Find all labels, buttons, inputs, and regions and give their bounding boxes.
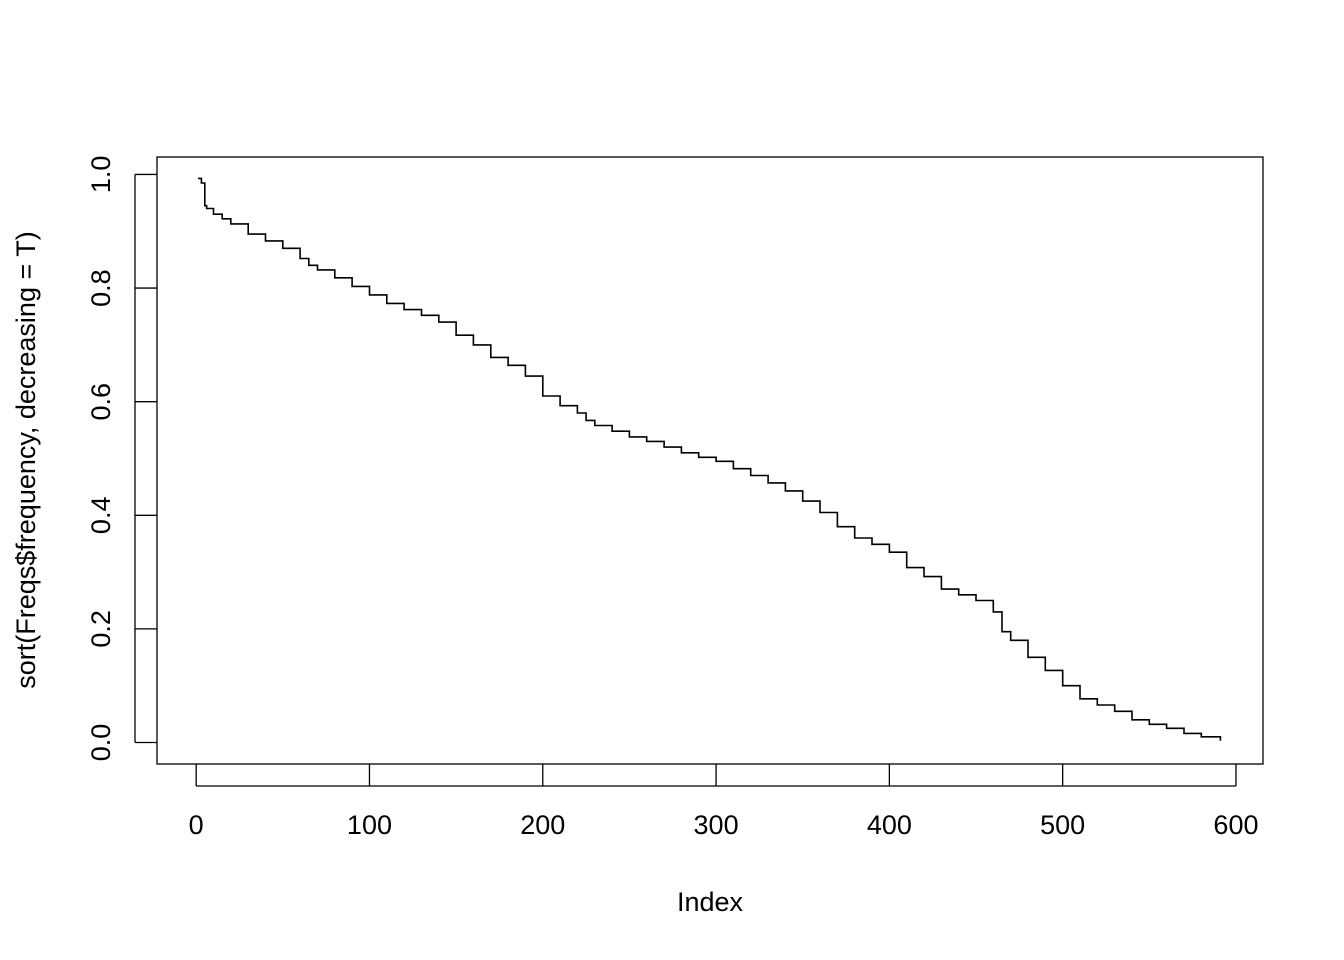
x-tick-label: 100 bbox=[347, 810, 392, 840]
y-tick-label: 0.0 bbox=[86, 724, 116, 762]
plot-box bbox=[156, 156, 1264, 765]
y-tick-label: 0.4 bbox=[86, 497, 116, 535]
x-tick-label: 400 bbox=[867, 810, 912, 840]
x-axis: 0 100 200 300 400 500 600 bbox=[189, 764, 1258, 840]
x-tick-label: 600 bbox=[1213, 810, 1258, 840]
x-tick-label: 200 bbox=[520, 810, 565, 840]
x-tick-label: 300 bbox=[694, 810, 739, 840]
x-tick-label: 0 bbox=[189, 810, 204, 840]
series-line-0 bbox=[197, 177, 1222, 741]
y-tick-label: 0.8 bbox=[86, 269, 116, 307]
series-layer bbox=[197, 177, 1222, 741]
y-axis: 0.0 0.2 0.4 0.6 0.8 1.0 bbox=[86, 156, 157, 762]
y-axis-label: sort(Freqs$frequency, decreasing = T) bbox=[11, 231, 41, 688]
x-tick-label: 500 bbox=[1040, 810, 1085, 840]
y-tick-label: 0.6 bbox=[86, 383, 116, 421]
x-axis-label: Index bbox=[677, 887, 744, 917]
y-tick-label: 0.2 bbox=[86, 610, 116, 648]
y-tick-label: 1.0 bbox=[86, 156, 116, 194]
